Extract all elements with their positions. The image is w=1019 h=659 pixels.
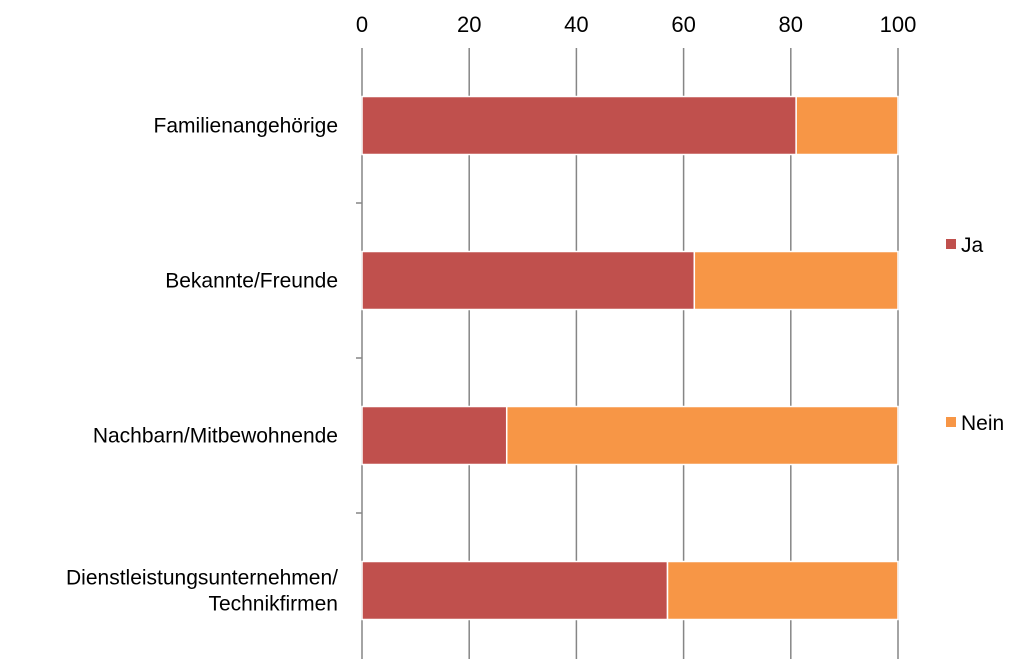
category-label-line: Nachbarn/Mitbewohnende — [93, 425, 338, 448]
category-label-line: Technikfirmen — [208, 593, 338, 616]
bar-segment-ja — [361, 250, 696, 311]
bar-segment-nein — [693, 250, 899, 311]
y-axis: Familienangehörige Bekannte/Freunde Nachba… — [66, 115, 338, 616]
bar-segment-ja — [361, 405, 508, 466]
bar-segment-nein — [795, 95, 899, 156]
x-tick-label: 100 — [880, 12, 917, 37]
legend: Ja Nein — [946, 234, 1004, 435]
x-tick-label: 0 — [356, 12, 368, 37]
bar-segment-nein — [666, 560, 899, 621]
x-tick-label: 20 — [457, 12, 481, 37]
legend-label-ja: Ja — [961, 234, 984, 257]
legend-swatch-nein — [946, 417, 956, 427]
legend-swatch-ja — [946, 239, 956, 249]
x-axis: 0 20 40 60 80 100 — [356, 12, 916, 37]
x-tick-label: 40 — [564, 12, 588, 37]
bar-segment-ja — [361, 560, 669, 621]
x-tick-label: 60 — [671, 12, 695, 37]
category-label: Bekannte/Freunde — [165, 270, 338, 293]
category-label: Dienstleistungsunternehmen/Technikfirmen — [66, 567, 338, 616]
bars — [361, 95, 899, 621]
category-label: Familienangehörige — [154, 115, 338, 138]
legend-label-nein: Nein — [961, 412, 1004, 435]
category-label-line: Dienstleistungsunternehmen/ — [66, 567, 338, 590]
bar-segment-ja — [361, 95, 797, 156]
x-tick-label: 80 — [779, 12, 803, 37]
category-label: Nachbarn/Mitbewohnende — [93, 425, 338, 448]
category-label-line: Familienangehörige — [154, 115, 338, 138]
bar-segment-nein — [505, 405, 899, 466]
category-label-line: Bekannte/Freunde — [165, 270, 338, 293]
